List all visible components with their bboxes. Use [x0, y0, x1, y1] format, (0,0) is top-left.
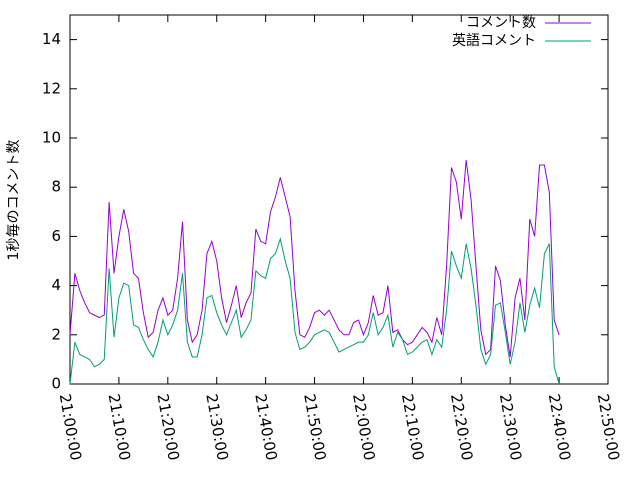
x-tick-label: 21:00:00	[56, 392, 85, 461]
x-tick-label: 21:40:00	[251, 392, 280, 461]
x-tick-label: 22:40:00	[545, 392, 574, 461]
x-tick-label: 22:10:00	[398, 392, 427, 461]
x-tick-label: 21:30:00	[202, 392, 231, 461]
y-tick-label: 2	[51, 325, 61, 343]
series-line	[69, 160, 560, 358]
y-tick-label: 14	[42, 30, 61, 48]
series-line	[69, 236, 560, 385]
legend-label: コメント数	[466, 15, 536, 31]
y-tick-label: 8	[51, 178, 61, 196]
y-axis-label: 1秒毎のコメント数	[6, 140, 22, 261]
x-tick-label: 22:00:00	[349, 392, 378, 461]
x-tick-label: 21:50:00	[300, 392, 329, 461]
x-tick-label: 22:30:00	[496, 392, 525, 461]
y-tick-label: 4	[51, 276, 61, 294]
y-tick-label: 12	[42, 79, 61, 97]
x-tick-label: 21:10:00	[105, 392, 134, 461]
y-tick-label: 10	[42, 129, 61, 147]
legend-label: 英語コメント	[452, 32, 536, 49]
x-tick-label: 21:20:00	[153, 392, 182, 461]
y-tick-label: 6	[51, 227, 61, 245]
x-tick-label: 22:50:00	[594, 392, 623, 461]
plot-border	[69, 14, 609, 385]
y-tick-label: 0	[51, 375, 61, 393]
x-tick-label: 22:20:00	[447, 392, 476, 461]
